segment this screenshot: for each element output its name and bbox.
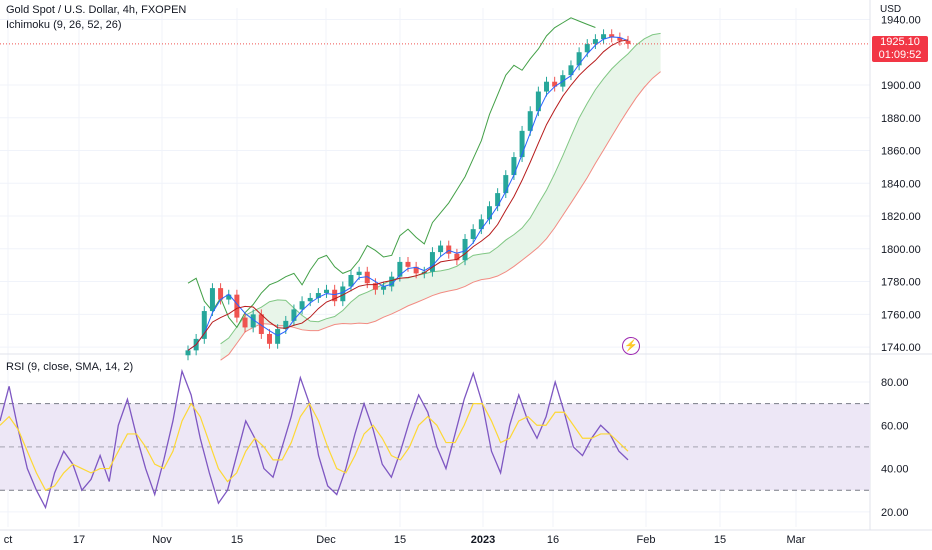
senkou-span-b	[220, 71, 661, 361]
time-tick-label: Mar	[787, 534, 806, 546]
price-tick-label: 1860.00	[881, 146, 921, 158]
rsi-legend[interactable]: RSI (9, close, SMA, 14, 2)	[6, 361, 134, 373]
candle-body	[552, 81, 558, 87]
candle-body	[185, 350, 191, 356]
candle-body	[544, 81, 550, 92]
price-tick-label: 1940.00	[881, 14, 921, 26]
candle-body	[266, 333, 272, 344]
rsi-tick-label: 60.00	[881, 420, 909, 432]
candle-body	[381, 286, 387, 290]
candle-body	[389, 276, 395, 287]
candle-body	[527, 111, 533, 131]
candle-body	[486, 206, 492, 220]
candle-body	[503, 175, 509, 194]
price-tick-label: 1900.00	[881, 80, 921, 92]
price-tick-label: 1760.00	[881, 309, 921, 321]
rsi-tick-label: 20.00	[881, 507, 909, 519]
candle-body	[307, 297, 313, 302]
candle-body	[348, 275, 354, 287]
time-tick-label: ct	[4, 534, 13, 546]
candle-body	[397, 261, 403, 277]
rsi-tick-label: 80.00	[881, 377, 909, 389]
time-tick-label: 15	[394, 534, 406, 546]
candle-body	[340, 286, 346, 302]
time-tick-label: Dec	[316, 534, 336, 546]
candle-body	[576, 52, 582, 66]
senkou-span-a	[220, 32, 661, 345]
candle-body	[226, 294, 232, 300]
ichimoku-cloud	[220, 33, 661, 361]
symbol-title[interactable]: Gold Spot / U.S. Dollar, 4h, FXOPEN	[6, 4, 187, 16]
candle-body	[315, 293, 321, 298]
candle-body	[291, 309, 297, 321]
candle-body	[535, 91, 541, 112]
candle-body	[234, 294, 240, 318]
last-price-value: 1925.10	[880, 36, 920, 48]
candle-body	[209, 288, 215, 312]
candle-body	[592, 39, 598, 45]
flash-icon[interactable]: ⚡	[622, 337, 640, 355]
candle-body	[405, 261, 411, 267]
price-tick-label: 1820.00	[881, 211, 921, 223]
candle-body	[446, 245, 452, 254]
currency-label: USD	[880, 4, 902, 15]
candle-body	[454, 253, 460, 261]
time-tick-label: Nov	[152, 534, 172, 546]
candle-body	[250, 314, 256, 328]
time-tick-label: 15	[231, 534, 243, 546]
kijun-sen	[187, 39, 629, 351]
candle-body	[356, 271, 362, 276]
candle-body	[495, 193, 501, 207]
candle-body	[617, 37, 623, 41]
price-tick-label: 1880.00	[881, 113, 921, 125]
time-tick-label: Feb	[637, 534, 656, 546]
rsi-ma-line	[0, 402, 629, 491]
candle-body	[438, 245, 444, 253]
candle-body	[568, 65, 574, 76]
rsi-tick-label: 40.00	[881, 464, 909, 476]
candle-body	[201, 311, 207, 339]
chikou-span	[187, 17, 596, 329]
candle-body	[299, 301, 305, 310]
candle-body	[601, 34, 607, 40]
tenkan-sen	[187, 36, 629, 351]
last-price-label: 1925.10 01:09:52	[872, 36, 928, 62]
time-tick-label: 16	[547, 534, 559, 546]
price-tick-label: 1840.00	[881, 178, 921, 190]
candle-body	[462, 238, 468, 261]
candle-body	[609, 34, 615, 38]
candle-body	[364, 271, 370, 284]
price-tick-label: 1740.00	[881, 342, 921, 354]
candle-body	[324, 289, 330, 294]
candle-body	[625, 40, 631, 44]
candle-body	[413, 266, 419, 274]
candle-body	[218, 288, 224, 300]
time-tick-label: 17	[73, 534, 85, 546]
candle-body	[511, 157, 517, 176]
candle-body	[275, 329, 281, 344]
time-tick-label: 15	[714, 534, 726, 546]
candle-body	[372, 283, 378, 290]
candle-body	[332, 289, 338, 302]
ichimoku-legend[interactable]: Ichimoku (9, 26, 52, 26)	[6, 19, 122, 31]
candle-body	[584, 44, 590, 53]
candle-body	[470, 229, 476, 239]
candle-body	[283, 320, 289, 330]
candle-body	[519, 130, 525, 158]
bar-countdown: 01:09:52	[878, 49, 922, 61]
price-tick-label: 1800.00	[881, 244, 921, 256]
time-tick-label: 2023	[471, 534, 495, 546]
candle-body	[258, 314, 264, 334]
candle-body	[429, 252, 435, 272]
candle-body	[478, 219, 484, 230]
price-tick-label: 1780.00	[881, 277, 921, 289]
candle-body	[242, 317, 248, 328]
